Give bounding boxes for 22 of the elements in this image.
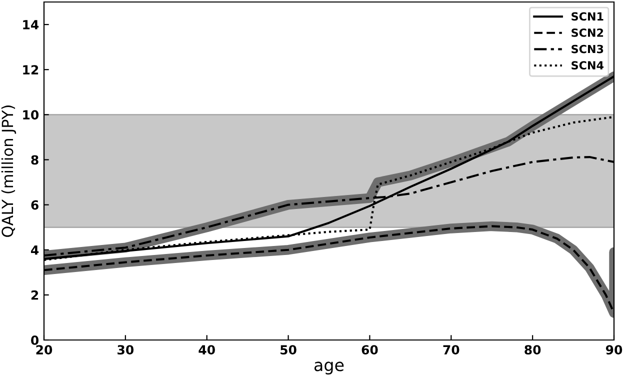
x-tick-label: 70 [443,345,460,355]
x-tick-label: 60 [362,345,378,355]
y-tick-label: 2 [31,290,38,300]
x-tick-label: 30 [118,345,134,355]
x-axis-title: age [314,362,344,374]
y-tick-label: 14 [23,20,39,30]
legend-label: SCN2 [572,28,604,37]
x-tick-label: 40 [198,345,215,355]
x-tick-label: 50 [280,345,296,355]
legend-label: SCN1 [572,12,604,21]
legend-label: SCN4 [572,61,604,70]
x-tick-label: 20 [36,345,52,355]
x-tick-label: 80 [524,345,541,355]
legend-label: SCN3 [572,44,604,54]
y-tick-label: 4 [31,246,39,255]
y-tick-label: 6 [31,200,38,210]
y-tick-label: 8 [31,155,38,165]
y-tick-label: 0 [31,335,39,345]
y-tick-label: 10 [23,110,39,120]
y-tick-label: 12 [23,65,38,74]
y-axis-title: QALY (million JPY) [1,106,16,237]
x-tick-label: 90 [606,345,622,355]
